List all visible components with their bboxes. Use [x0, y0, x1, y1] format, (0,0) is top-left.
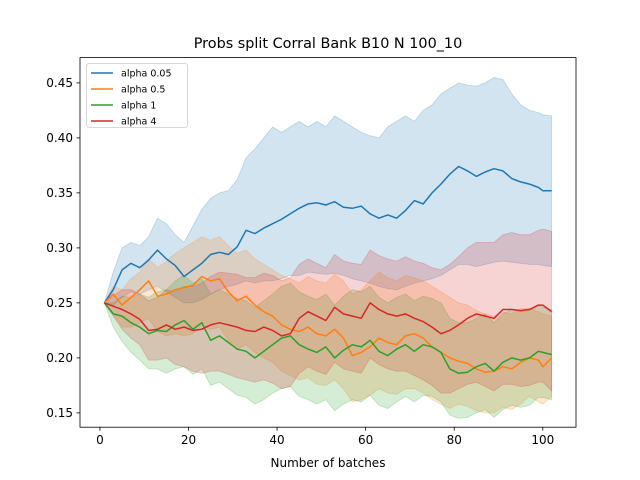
x-tick-label: 60 — [358, 433, 373, 447]
plot-frame — [79, 57, 577, 428]
y-tick-label: 0.25 — [46, 296, 73, 310]
y-tick-label: 0.20 — [46, 351, 73, 365]
y-tick-label: 0.45 — [46, 76, 73, 90]
x-tick-label: 40 — [269, 433, 284, 447]
band-series-2 — [103, 236, 553, 414]
y-tick-label: 0.35 — [46, 186, 73, 200]
x-tick-label: 100 — [531, 433, 554, 447]
y-tick-label: 0.40 — [46, 131, 73, 145]
legend-label: alpha 1 — [121, 100, 156, 111]
legend: alpha 0.05 alpha 0.5 alpha 1 alpha 4 — [86, 63, 188, 128]
line-series-4 — [104, 302, 553, 337]
chart-title: Probs split Corral Bank B10 N 100_10 — [194, 36, 463, 52]
legend-label: alpha 0.5 — [121, 84, 165, 95]
x-tick-label: 0 — [96, 433, 104, 447]
line-series-3 — [103, 302, 552, 375]
x-tick-label: 20 — [181, 433, 196, 447]
x-axis-label: Number of batches — [271, 456, 386, 470]
y-axis-ticks: 0.15 0.20 0.25 0.30 0.35 0.40 0.45 — [46, 76, 80, 420]
x-axis-ticks: 0 20 40 60 80 100 — [96, 427, 554, 447]
legend-label: alpha 0.05 — [121, 68, 172, 79]
line-series-2 — [103, 275, 553, 373]
legend-label: alpha 4 — [121, 116, 156, 127]
y-tick-label: 0.30 — [46, 241, 73, 255]
x-tick-label: 80 — [447, 433, 462, 447]
y-tick-label: 0.15 — [46, 406, 73, 420]
series-lines — [103, 165, 553, 375]
line-series-1 — [103, 165, 552, 304]
legend-box — [86, 63, 188, 128]
